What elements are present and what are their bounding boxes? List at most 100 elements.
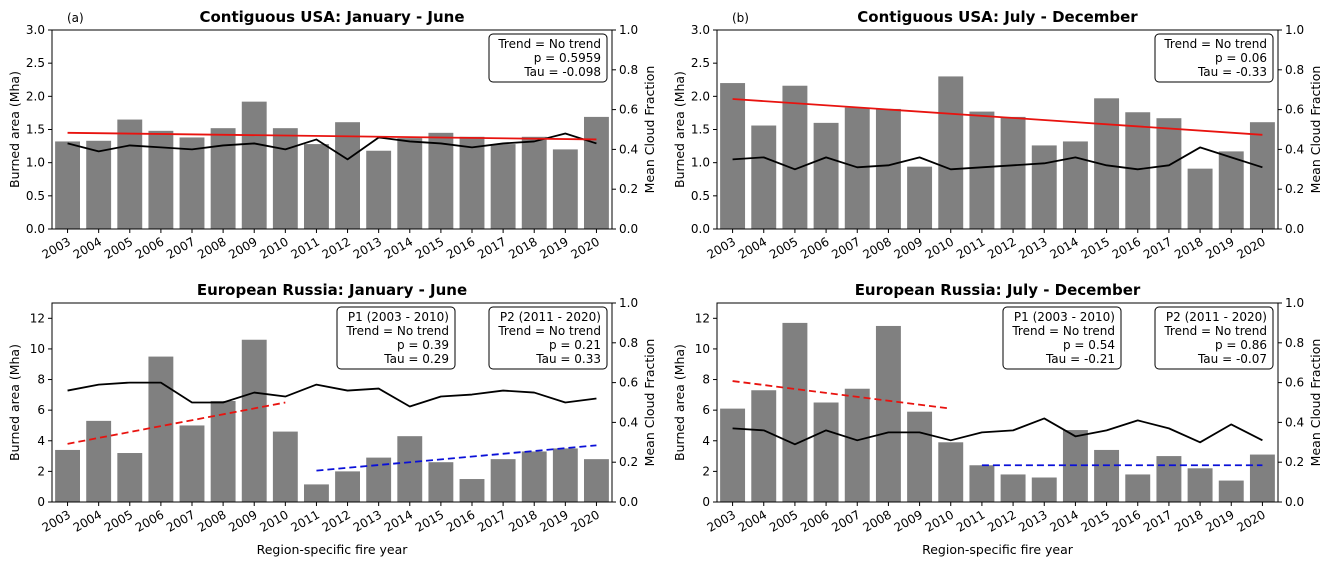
- xtick-label: 2005: [767, 234, 800, 261]
- stats-box-line: p = 0.39: [397, 338, 449, 352]
- bar-2006: [813, 122, 839, 229]
- bar-2017: [1156, 456, 1182, 502]
- bar-2012: [1000, 474, 1026, 502]
- xtick-label: 2006: [133, 507, 166, 534]
- xtick-label: 2003: [40, 507, 73, 534]
- xtick-label: 2014: [382, 234, 415, 261]
- stats-box-line: Tau = -0.07: [1197, 352, 1267, 366]
- xtick-label: 2010: [257, 234, 290, 261]
- xtick-label: 2013: [1016, 234, 1049, 261]
- ylabel: Burned area (Mha): [672, 71, 687, 188]
- bar-2010: [272, 128, 298, 229]
- bar-2003: [55, 449, 80, 502]
- xtick-label: 2004: [736, 234, 769, 261]
- stats-box-line: P2 (2011 - 2020): [1166, 310, 1267, 324]
- xtick-label: 2004: [736, 507, 769, 534]
- stats-box-frame: [336, 306, 456, 370]
- bar-2015: [428, 132, 454, 229]
- stats-box-line: Tau = -0.33: [1197, 65, 1267, 79]
- xtick-label: 2014: [1047, 234, 1080, 261]
- plot-frame: [51, 302, 613, 503]
- ytick-label: 10: [695, 342, 710, 356]
- xtick-label: 2019: [1203, 507, 1236, 534]
- ytick-label: 2.0: [691, 89, 710, 103]
- ylabel-right: Mean Cloud Fraction: [642, 339, 657, 467]
- ytick-label: 0: [702, 495, 710, 509]
- xtick-label: 2009: [226, 507, 259, 534]
- stats-box-line: p = 0.86: [1215, 338, 1267, 352]
- ytick-right-label: 1.0: [1285, 23, 1304, 37]
- panel-label: (a): [67, 11, 84, 25]
- chart-panel-3: 0246810120.00.20.40.60.81.02003200420052…: [7, 281, 657, 557]
- stats-box-line: p = 0.5959: [534, 51, 601, 65]
- stats-box-line: p = 0.21: [549, 338, 601, 352]
- bar-2016: [1125, 474, 1151, 502]
- bar-2009: [241, 339, 267, 502]
- stats-box-frame: [488, 306, 608, 370]
- xtick-label: 2009: [226, 234, 259, 261]
- ytick-label: 0: [37, 495, 45, 509]
- xtick-label: 2015: [413, 234, 446, 261]
- ytick-label: 2.5: [26, 56, 45, 70]
- bar-2018: [521, 451, 547, 502]
- ylabel-right: Mean Cloud Fraction: [1308, 66, 1323, 194]
- bar-2003: [55, 141, 80, 229]
- xlabel: Region-specific fire year: [257, 542, 409, 557]
- bar-2004: [86, 420, 112, 502]
- stats-box-line: Trend = No trend: [345, 324, 449, 338]
- bar-2006: [148, 130, 174, 229]
- bar-2009: [907, 411, 933, 502]
- ytick-right-label: 0.8: [1285, 336, 1304, 350]
- xtick-label: 2007: [164, 507, 197, 534]
- stats-box-line: Tau = -0.098: [523, 65, 601, 79]
- ytick-label: 12: [30, 311, 45, 325]
- ylabel-right: Mean Cloud Fraction: [1308, 339, 1323, 467]
- bar-2011: [969, 465, 995, 502]
- ytick-right-label: 0.4: [1285, 415, 1304, 429]
- ytick-right-label: 0.6: [619, 103, 638, 117]
- bar-2010: [938, 442, 964, 502]
- xtick-label: 2006: [798, 507, 831, 534]
- ytick-label: 2: [702, 464, 710, 478]
- xtick-label: 2010: [923, 234, 956, 261]
- chart-title: European Russia: July - December: [855, 281, 1141, 299]
- bar-2020: [1249, 454, 1275, 502]
- ytick-label: 2.0: [26, 89, 45, 103]
- xtick-label: 2007: [829, 234, 862, 261]
- bar-2020: [584, 459, 609, 502]
- bar-2010: [272, 431, 298, 502]
- bar-2003: [720, 83, 746, 229]
- ytick-right-label: 0.0: [619, 495, 638, 509]
- ylabel-right: Mean Cloud Fraction: [642, 66, 657, 194]
- ytick-label: 4: [37, 434, 45, 448]
- ytick-label: 0.5: [26, 189, 45, 203]
- stats-box-line: Trend = No trend: [1163, 324, 1267, 338]
- ytick-right-label: 0.6: [619, 376, 638, 390]
- bar-2020: [584, 116, 609, 229]
- bar-2014: [397, 138, 423, 229]
- chart-title: Contiguous USA: January - June: [199, 8, 464, 26]
- bar-2012: [335, 471, 360, 502]
- stats-box-frame: [1154, 306, 1274, 370]
- stats-box-line: Trend = No trend: [497, 324, 601, 338]
- ylabel: Burned area (Mha): [672, 344, 687, 461]
- xtick-label: 2019: [1203, 234, 1236, 261]
- xtick-label: 2012: [985, 234, 1018, 261]
- bar-2012: [335, 122, 360, 229]
- stats-box-line: Trend = No trend: [1011, 324, 1115, 338]
- ytick-right-label: 0.8: [619, 63, 638, 77]
- bar-2013: [1031, 145, 1057, 229]
- xtick-label: 2009: [892, 507, 925, 534]
- bar-2006: [813, 402, 839, 502]
- ytick-right-label: 1.0: [619, 23, 638, 37]
- bar-2005: [782, 322, 808, 502]
- cloud-fraction-line: [67, 132, 597, 161]
- xtick-label: 2010: [923, 507, 956, 534]
- bar-2006: [148, 356, 174, 502]
- stats-box-line: Trend = No trend: [497, 37, 601, 51]
- ytick-label: 6: [37, 403, 45, 417]
- xtick-label: 2009: [892, 234, 925, 261]
